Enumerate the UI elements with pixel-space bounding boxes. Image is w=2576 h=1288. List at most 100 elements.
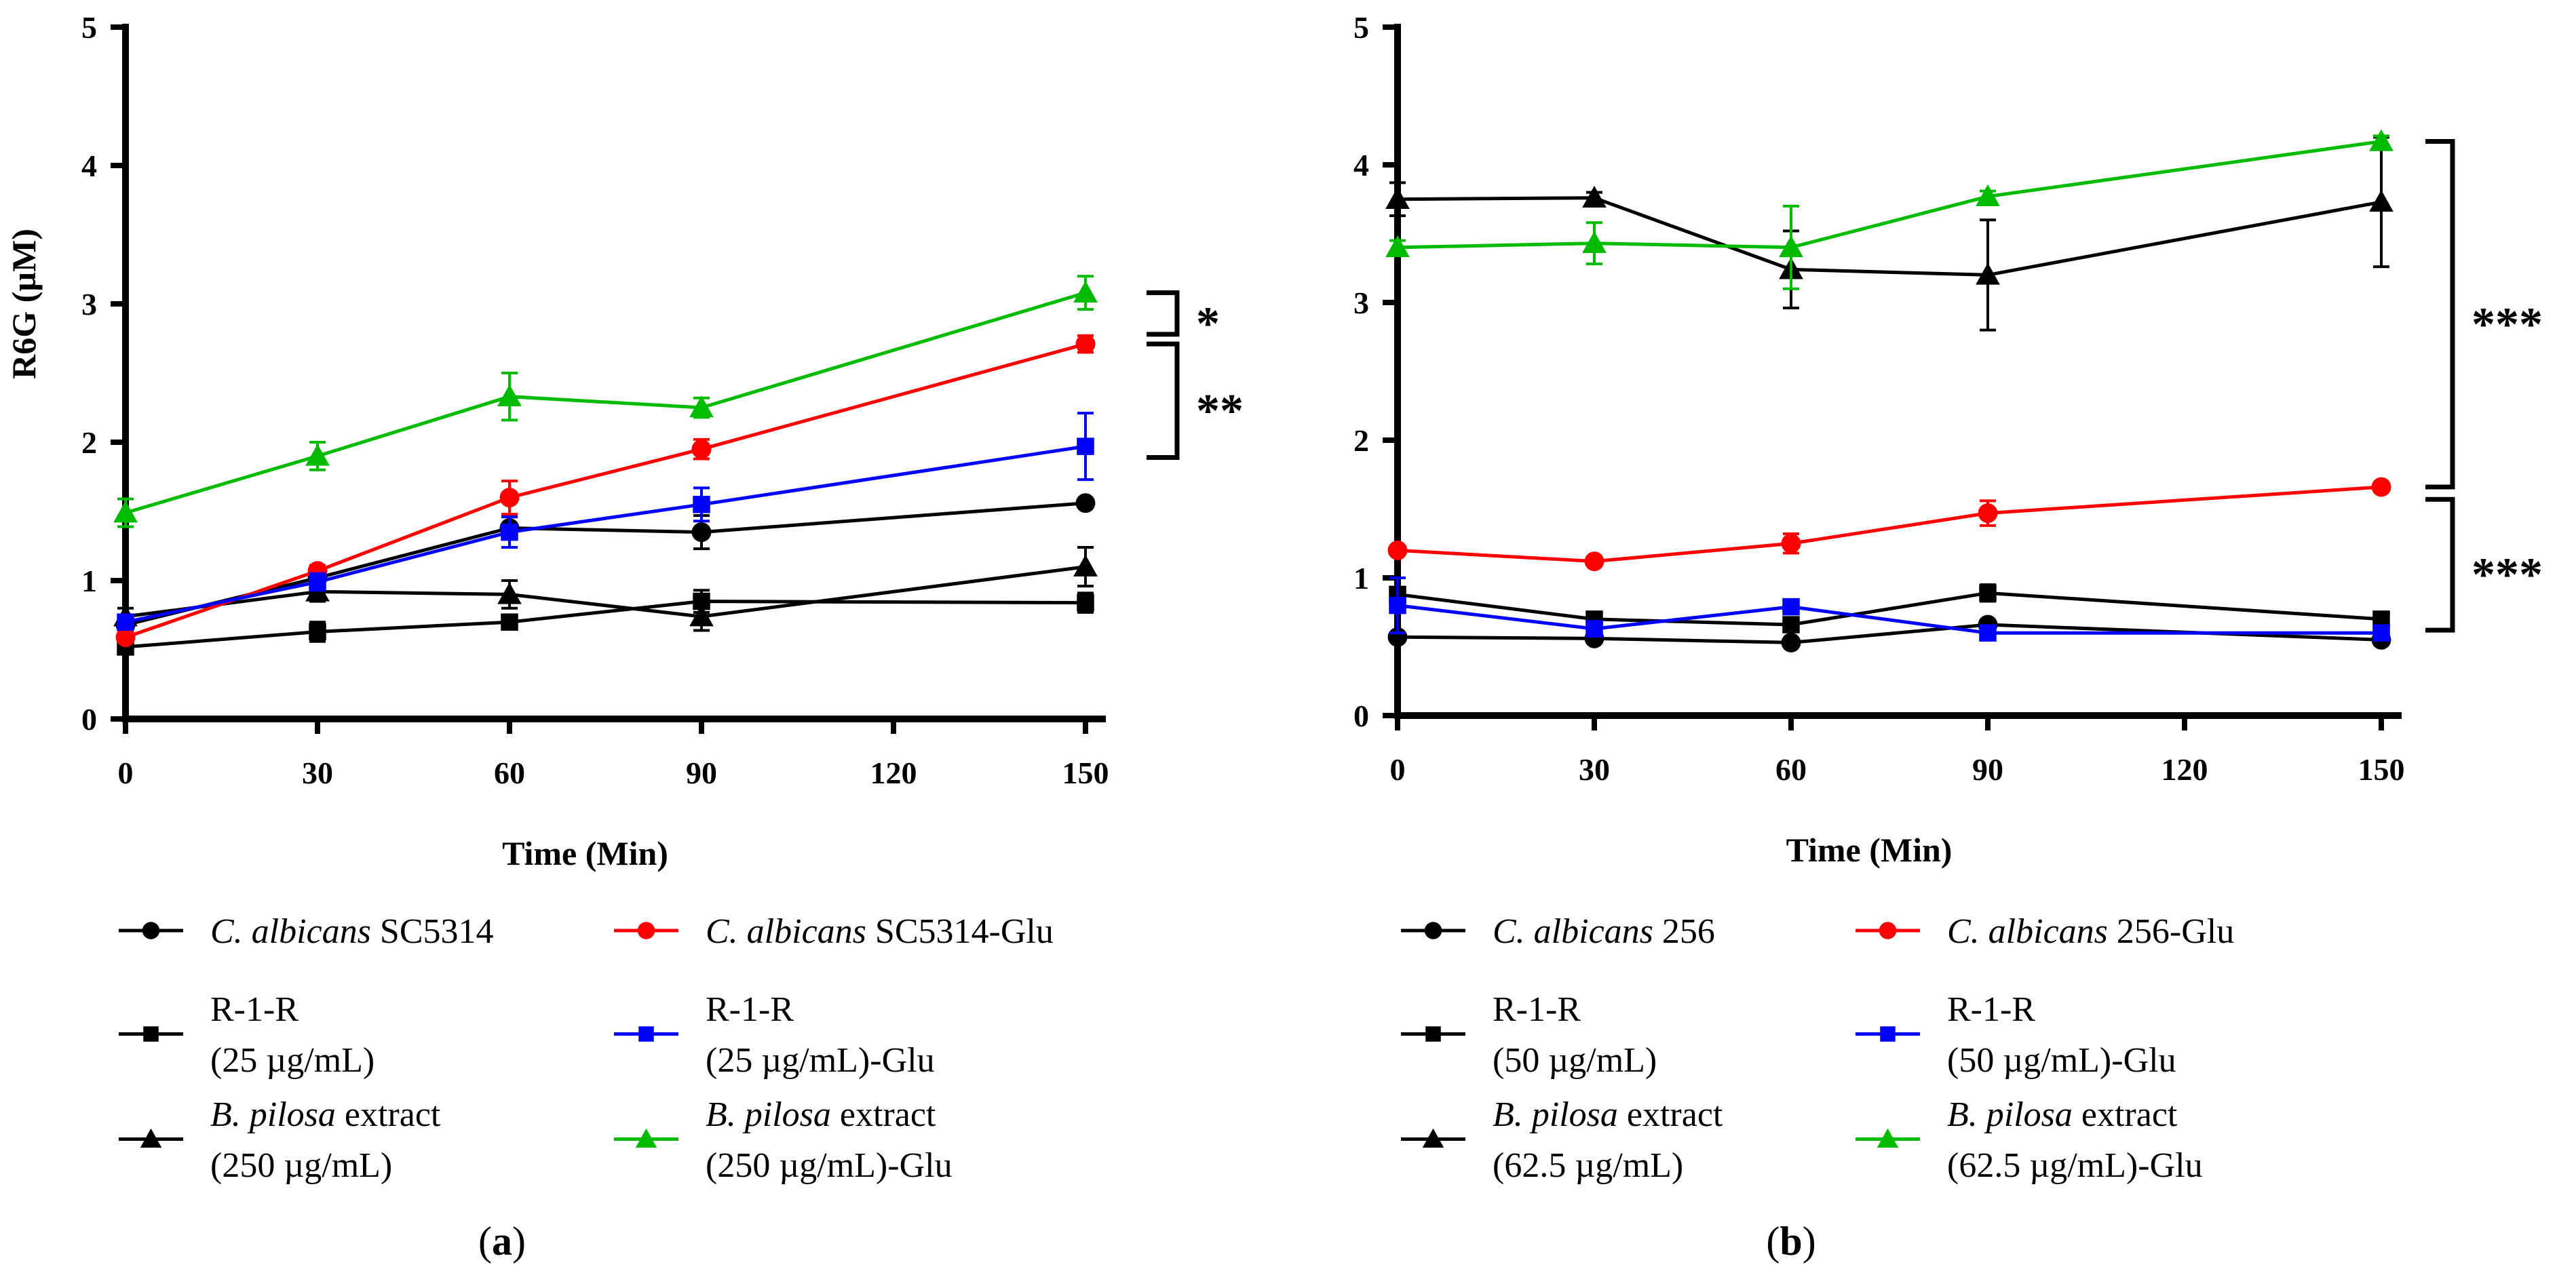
x-axis-title: Time (Min) — [502, 834, 668, 872]
series-line — [1397, 485, 2382, 564]
data-point — [1979, 624, 1997, 642]
legend-label: B. pilosa extract — [1493, 1095, 1723, 1134]
data-point — [693, 496, 710, 513]
series-2 — [1389, 583, 2390, 633]
legend-item: C. albicans 256 — [1401, 912, 1715, 951]
legend-item: B. pilosa extract (250 µg/mL)-Glu — [614, 1095, 953, 1185]
data-point — [501, 613, 518, 631]
series-line — [125, 291, 1086, 515]
bracket-line — [1147, 290, 1180, 337]
x-tick-label: 150 — [2358, 752, 2405, 787]
legend-label: C. albicans SC5314-Glu — [706, 912, 1054, 951]
legend-label: B. pilosa extract — [706, 1095, 936, 1134]
series-line — [125, 600, 1086, 649]
legend-label-line2: (25 µg/mL) — [210, 1041, 374, 1080]
data-point — [309, 623, 326, 641]
x-tick-label: 150 — [1062, 756, 1109, 790]
x-tick-label: 0 — [118, 756, 134, 790]
x-tick-label: 90 — [1972, 752, 2003, 787]
data-point — [689, 604, 714, 627]
legend-label: C. albicans 256 — [1493, 912, 1715, 951]
y-tick-label: 4 — [1353, 148, 1369, 182]
y-tick-label: 4 — [81, 149, 97, 183]
data-point — [1979, 584, 1997, 602]
y-tick-label: 5 — [81, 10, 97, 45]
data-point — [1389, 596, 1406, 614]
data-point — [499, 488, 520, 508]
data-point — [305, 444, 330, 466]
x-tick-label: 30 — [1579, 752, 1610, 787]
data-point — [1585, 620, 1603, 638]
y-tick-label: 2 — [81, 425, 97, 460]
data-point — [115, 627, 136, 648]
bracket-line — [1147, 341, 1180, 460]
legend-item: C. albicans 256-Glu — [1856, 912, 2234, 951]
data-point — [1385, 187, 1410, 210]
y-tick-label: 2 — [1353, 423, 1369, 458]
y-tick-label: 1 — [1353, 561, 1369, 596]
series-1 — [115, 493, 1096, 635]
legend-label-line2: (25 µg/mL)-Glu — [706, 1041, 935, 1080]
data-point — [691, 439, 712, 459]
legend-marker — [1879, 922, 1897, 939]
series-6 — [113, 275, 1098, 528]
legend-marker — [1424, 922, 1442, 939]
data-point — [1582, 231, 1607, 253]
legend-item: R-1-R (25 µg/mL)-Glu — [614, 990, 935, 1080]
legend-marker — [635, 1128, 657, 1148]
data-point — [113, 501, 138, 523]
legend-marker — [1877, 1128, 1899, 1148]
legend-marker — [1422, 1128, 1444, 1148]
legend-label: C. albicans SC5314 — [210, 912, 494, 951]
data-point — [689, 395, 714, 418]
legend-marker — [638, 1026, 654, 1042]
data-point — [2372, 624, 2390, 642]
data-point — [1077, 593, 1094, 612]
data-point — [1781, 533, 1801, 553]
legend-item: B. pilosa extract (250 µg/mL) — [119, 1095, 441, 1185]
series-5 — [117, 412, 1094, 631]
series-line — [1397, 140, 2382, 250]
data-point — [497, 582, 522, 604]
data-point — [1073, 280, 1098, 303]
legend-marker — [142, 922, 160, 939]
data-point — [1782, 598, 1800, 616]
legend-label: R-1-R — [706, 990, 794, 1029]
x-tick-label: 120 — [2161, 752, 2208, 787]
y-tick-label: 0 — [1353, 699, 1369, 733]
x-tick-label: 60 — [494, 756, 525, 790]
legend-label: R-1-R — [210, 990, 299, 1029]
legend-marker — [637, 922, 655, 939]
data-point — [1073, 554, 1098, 577]
x-tick-label: 60 — [1775, 752, 1807, 787]
series-3 — [1385, 136, 2394, 332]
data-point — [1976, 184, 2000, 206]
data-point — [2371, 477, 2391, 497]
data-point — [1978, 503, 1998, 524]
legend-marker — [1880, 1026, 1896, 1042]
y-axis-title: R6G (µM) — [5, 229, 43, 379]
panel-label: (a) — [478, 1219, 526, 1264]
legend-item: C. albicans SC5314-Glu — [614, 912, 1054, 951]
significance-bracket: * — [1147, 290, 1220, 350]
data-point — [117, 613, 134, 631]
legend-marker — [1425, 1026, 1441, 1042]
data-point — [1077, 437, 1094, 455]
data-point — [497, 384, 522, 406]
legend-item: R-1-R (50 µg/mL) — [1401, 990, 1657, 1080]
x-tick-label: 30 — [302, 756, 333, 790]
legend-label-line2: (250 µg/mL) — [210, 1146, 392, 1185]
data-point — [1782, 616, 1800, 633]
data-point — [1387, 540, 1408, 560]
data-point — [1976, 262, 2000, 285]
series-5 — [1389, 577, 2390, 642]
bracket-line — [2425, 496, 2455, 633]
legend-label: C. albicans 256-Glu — [1947, 912, 2234, 951]
significance-bracket: *** — [2425, 138, 2543, 490]
legend-item: R-1-R (25 µg/mL) — [119, 990, 374, 1080]
legend-label-line2: (62.5 µg/mL) — [1493, 1146, 1683, 1185]
y-tick-label: 1 — [81, 564, 97, 598]
data-point — [1075, 493, 1096, 513]
series-line — [1397, 196, 2382, 277]
